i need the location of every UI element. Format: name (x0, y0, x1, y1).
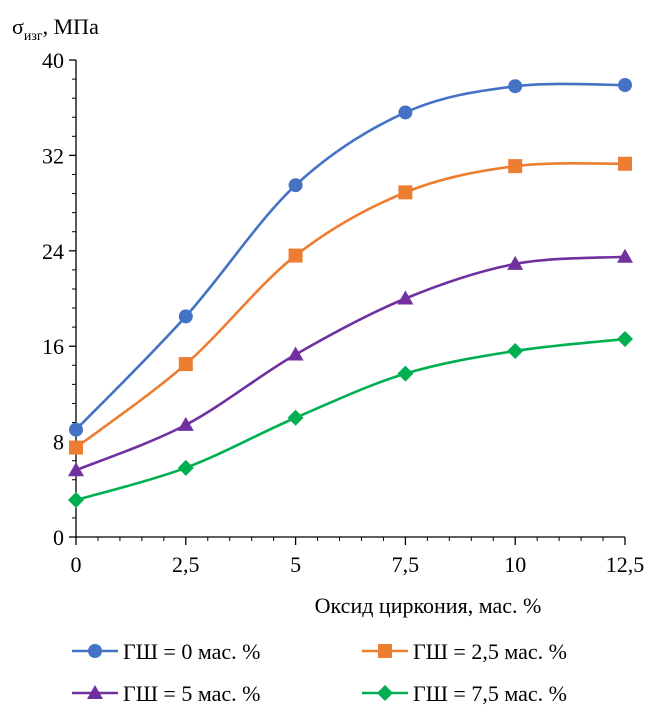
data-point-s3-0 (68, 492, 84, 509)
data-point-s3-4 (507, 342, 524, 359)
data-point-s0-5 (618, 78, 632, 93)
data-point-s0-1 (178, 309, 193, 324)
x-tick-label-3: 7,5 (392, 552, 420, 577)
legend-label-1: ГШ = 2,5 мас. % (413, 639, 567, 664)
legend-marker-1 (378, 644, 392, 658)
data-point-s0-0 (69, 422, 83, 437)
x-tick-label-1: 2,5 (172, 552, 200, 577)
data-point-s1-0 (69, 440, 83, 455)
data-point-s2-3 (397, 290, 414, 305)
x-tick-label-5: 12,5 (606, 552, 645, 577)
data-point-s1-4 (508, 159, 523, 174)
data-point-s3-5 (617, 331, 633, 348)
y-tick-label-0: 0 (53, 525, 64, 550)
data-point-s1-2 (288, 248, 303, 263)
plot-area: 0 8 16 24 32 40 0 2,5 5 7,5 10 12,5 (42, 48, 644, 577)
data-point-s2-5 (617, 248, 633, 263)
x-tick-label-4: 10 (504, 552, 526, 577)
y-axis-title-subscript: изг (24, 29, 43, 44)
legend: ГШ = 0 мас. % ГШ = 2,5 мас. % ГШ = 5 мас. … (72, 639, 567, 706)
legend-marker-3 (377, 685, 393, 701)
data-point-s1-3 (398, 185, 413, 200)
data-point-s3-3 (397, 365, 414, 382)
legend-label-0: ГШ = 0 мас. % (123, 639, 260, 664)
data-point-s2-1 (177, 416, 194, 431)
data-point-s0-3 (398, 105, 413, 120)
y-axis-title-unit: , МПа (43, 14, 99, 39)
data-point-s1-1 (178, 357, 193, 372)
y-tick-label-4: 32 (42, 143, 64, 168)
y-tick-label-2: 16 (42, 334, 64, 359)
y-axis-title-symbol: σ (12, 14, 24, 39)
data-point-s2-2 (287, 346, 304, 361)
data-point-s0-4 (508, 79, 523, 94)
series-line-2 (75, 255, 626, 472)
data-point-s2-0 (68, 462, 84, 477)
x-tick-label-0: 0 (71, 552, 82, 577)
y-axis-title: σизг, МПа (12, 14, 99, 44)
y-tick-label-3: 24 (42, 239, 64, 264)
series-line-1 (75, 162, 626, 449)
x-axis-title: Оксид циркония, мас. % (315, 593, 542, 618)
legend-marker-0 (88, 644, 102, 658)
legend-marker-2 (87, 685, 103, 699)
legend-label-2: ГШ = 5 мас. % (123, 681, 260, 706)
data-point-s2-4 (507, 255, 524, 270)
data-point-s0-2 (288, 178, 303, 193)
x-tick-label-2: 5 (290, 552, 301, 577)
data-point-s1-5 (618, 156, 632, 171)
legend-label-3: ГШ = 7,5 мас. % (413, 681, 567, 706)
series-line-0 (75, 82, 626, 431)
y-tick-label-5: 40 (42, 48, 64, 73)
series-line-3 (75, 337, 626, 502)
data-point-s3-1 (177, 459, 194, 476)
data-point-s3-2 (287, 409, 304, 426)
y-tick-label-1: 8 (53, 430, 64, 455)
